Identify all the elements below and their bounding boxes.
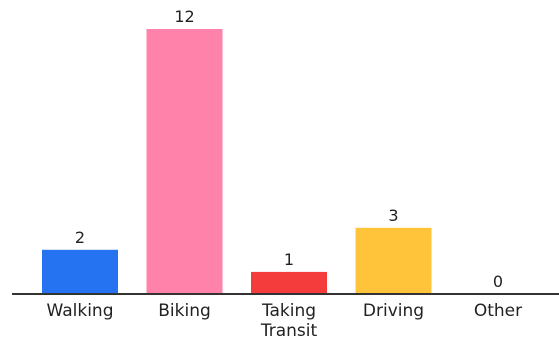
category-labels-layer: Walking Biking Taking Transit Driving Other [47,301,523,341]
category-label-line: Driving [363,301,424,321]
category-label-driving: Driving [363,301,424,321]
category-label-line: Walking [47,301,114,321]
value-labels-layer: 2 12 1 3 0 [75,7,503,291]
data-label-biking: 12 [174,7,194,26]
data-label-other: 0 [493,272,503,291]
data-label-taking-transit: 1 [284,250,294,269]
category-label-line: Other [474,301,522,321]
category-label-other: Other [474,301,522,321]
bar-driving [355,227,432,295]
category-label-line: Transit [260,321,318,341]
category-label-walking: Walking [47,301,114,321]
bar-walking [42,249,118,294]
data-label-driving: 3 [388,206,398,225]
category-label-taking-transit: Taking Transit [260,301,318,341]
bars-layer [42,29,432,295]
category-label-line: Taking [261,301,316,321]
bar-taking-transit [251,271,327,294]
category-label-line: Biking [158,301,211,321]
data-label-walking: 2 [75,228,85,247]
bar-biking [146,29,223,294]
category-label-biking: Biking [158,301,211,321]
